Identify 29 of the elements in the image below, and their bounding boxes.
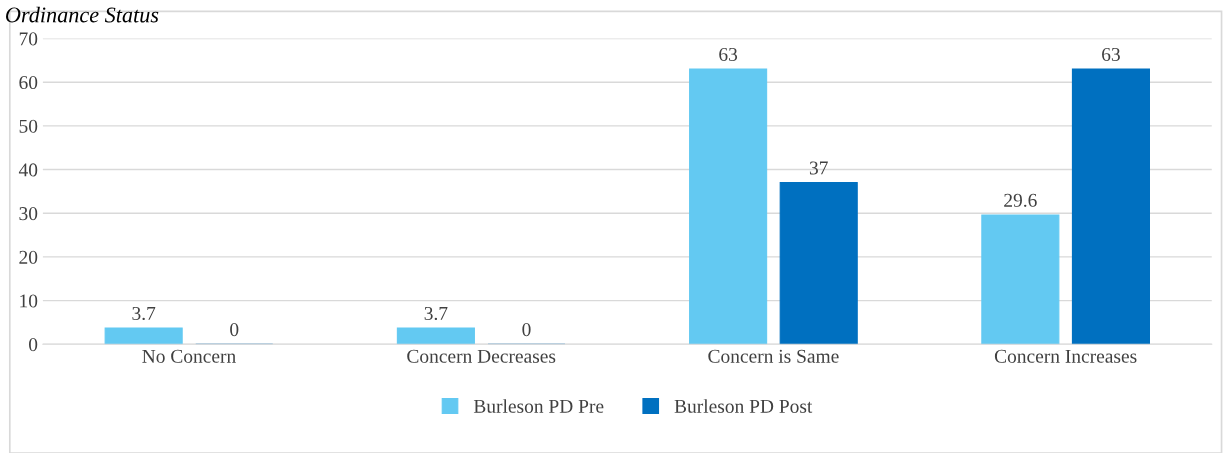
x-tick-label: Concern Increases (994, 349, 1137, 363)
y-tick-label: 20 (19, 250, 38, 264)
y-tick-label: 0 (29, 338, 38, 352)
data-label: 37 (809, 161, 828, 175)
y-tick-label: 70 (19, 32, 38, 46)
x-tick-label: Concern Decreases (407, 349, 556, 363)
x-tick-label: No Concern (142, 349, 236, 363)
bar (104, 327, 183, 345)
bar (396, 327, 475, 345)
data-label: 63 (719, 47, 738, 61)
data-label: 0 (230, 323, 239, 337)
y-tick-label: 50 (19, 119, 38, 133)
bar (779, 182, 858, 345)
legend-label: Burleson PD Pre (473, 399, 604, 413)
y-tick-label: 10 (20, 294, 38, 308)
y-tick-label: 60 (19, 76, 38, 90)
y-tick-label: 40 (18, 163, 38, 177)
bar (689, 68, 768, 345)
chart-title: Ordinance Status (6, 6, 159, 23)
data-label: 3.7 (424, 306, 448, 321)
data-label: 29.6 (1004, 193, 1037, 207)
x-tick-label: Concern is Same (708, 349, 839, 363)
data-label: 63 (1102, 47, 1120, 61)
data-label: 0 (522, 323, 531, 337)
y-tick-label: 30 (19, 207, 38, 221)
bar (981, 214, 1060, 345)
data-label: 3.7 (132, 306, 156, 321)
legend-label: Burleson PD Post (674, 399, 813, 413)
bar (1071, 68, 1150, 345)
